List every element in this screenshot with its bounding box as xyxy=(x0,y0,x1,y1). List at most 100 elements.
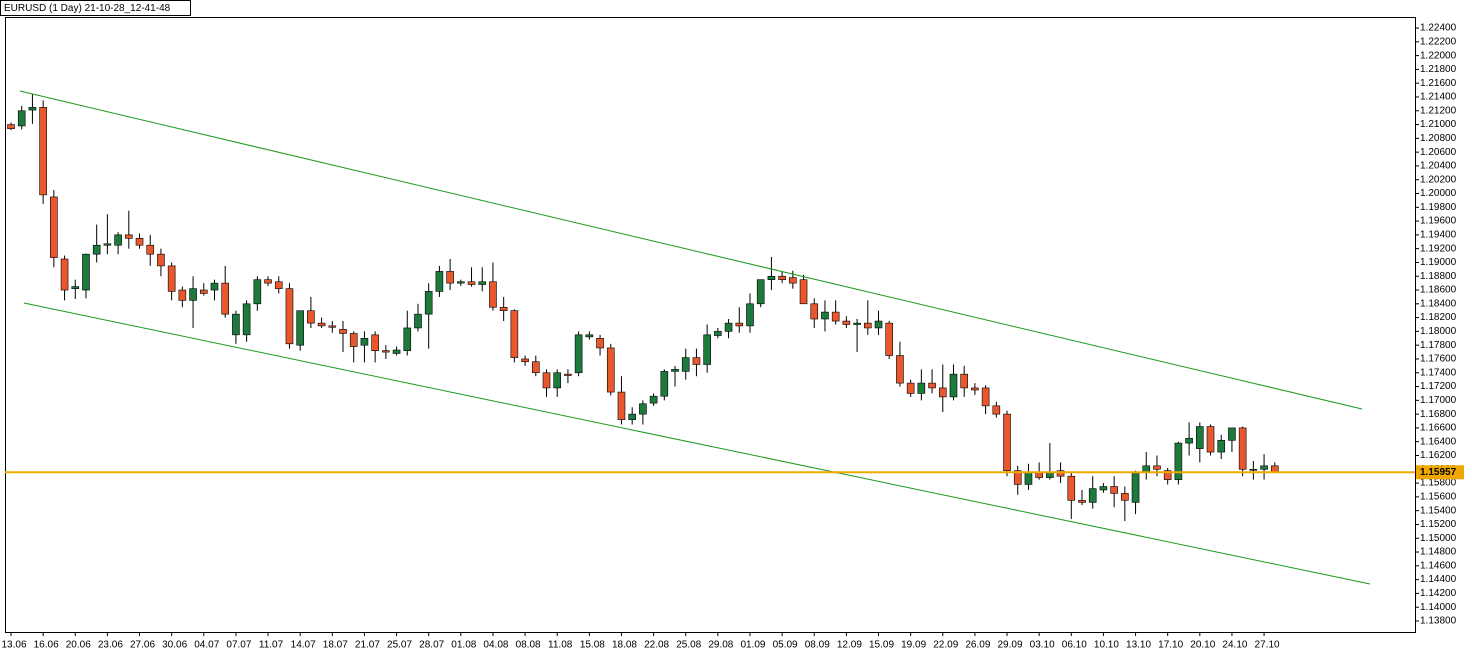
y-tick-label: 1.18200 xyxy=(1420,312,1457,323)
y-tick-label: 1.18600 xyxy=(1420,285,1457,296)
y-tick-label: 1.17000 xyxy=(1420,395,1457,406)
x-tick-label: 20.10 xyxy=(1190,640,1215,651)
candle-body xyxy=(938,387,947,398)
candle-body xyxy=(253,279,262,305)
candle-body xyxy=(210,282,219,291)
x-tick-label: 22.09 xyxy=(933,640,958,651)
candle-body xyxy=(17,110,26,127)
y-tick-label: 1.19000 xyxy=(1420,257,1457,268)
candle-body xyxy=(403,327,412,351)
x-tick-label: 22.08 xyxy=(644,640,669,651)
candle-body xyxy=(1238,427,1247,470)
candle-body xyxy=(606,347,615,393)
y-tick-label: 1.20200 xyxy=(1420,174,1457,185)
x-tick-label: 03.10 xyxy=(1030,640,1055,651)
candle-body xyxy=(756,279,765,305)
y-tick-label: 1.21600 xyxy=(1420,78,1457,89)
candle-body xyxy=(1110,486,1118,494)
x-tick-label: 08.09 xyxy=(805,640,830,651)
candle-body xyxy=(767,275,776,280)
x-tick-label: 13.06 xyxy=(1,640,26,651)
candle-body xyxy=(596,337,604,349)
candle-body xyxy=(457,281,465,284)
candle-body xyxy=(789,277,797,284)
candle-body xyxy=(510,310,519,358)
candle-body xyxy=(103,243,112,246)
y-tick-label: 1.20400 xyxy=(1420,161,1457,172)
candle-body xyxy=(1131,472,1140,503)
candle-body xyxy=(414,313,422,329)
x-tick-label: 25.07 xyxy=(387,640,412,651)
candle-body xyxy=(349,333,358,347)
y-tick-label: 1.20000 xyxy=(1420,188,1457,199)
x-tick-label: 07.07 xyxy=(226,640,251,651)
candle-body xyxy=(339,329,347,334)
candle-body xyxy=(424,291,433,315)
candle-body xyxy=(628,413,636,420)
candle-body xyxy=(1260,465,1268,470)
x-tick-label: 23.06 xyxy=(98,640,123,651)
candle-body xyxy=(1121,493,1129,501)
y-tick-label: 1.17600 xyxy=(1420,354,1457,365)
candle-body xyxy=(1270,465,1279,473)
candle-body xyxy=(885,322,894,356)
candle-body xyxy=(167,265,176,292)
x-tick-label: 15.09 xyxy=(869,640,894,651)
candle-body xyxy=(810,303,819,320)
y-tick-label: 1.19800 xyxy=(1420,202,1457,213)
y-tick-label: 1.19400 xyxy=(1420,230,1457,241)
candle-body xyxy=(531,361,540,374)
candle-body xyxy=(446,271,454,284)
candle-body xyxy=(906,382,915,394)
candle-body xyxy=(1003,413,1011,471)
plot-frame xyxy=(5,17,1416,633)
candle-body xyxy=(296,310,304,346)
candle-body xyxy=(724,322,733,332)
channel-lower xyxy=(23,302,1371,585)
title-box xyxy=(0,0,191,16)
candle-body xyxy=(971,387,979,391)
channel-upper xyxy=(19,90,1363,410)
x-tick-label: 28.07 xyxy=(419,640,444,651)
candle-body xyxy=(1196,426,1204,449)
candle-body xyxy=(574,334,583,374)
y-tick-label: 1.16400 xyxy=(1420,436,1457,447)
candle-body xyxy=(274,281,283,289)
candle-body xyxy=(114,234,122,246)
candle-body xyxy=(7,124,15,129)
candle-body xyxy=(714,331,722,336)
candle-body xyxy=(842,320,851,325)
y-tick-label: 1.19600 xyxy=(1420,216,1457,227)
candle-body xyxy=(1185,437,1193,444)
candle-body xyxy=(242,303,251,336)
y-tick-label: 1.16800 xyxy=(1420,409,1457,420)
candle-body xyxy=(1153,465,1161,470)
candle-body xyxy=(639,403,647,415)
y-tick-label: 1.20600 xyxy=(1420,147,1457,158)
candle-body xyxy=(649,395,658,404)
candle-body xyxy=(1228,427,1236,441)
candle-body xyxy=(874,320,883,329)
candle-body xyxy=(478,281,487,285)
candle-body xyxy=(821,311,829,320)
candle-body xyxy=(1035,472,1043,478)
x-tick-label: 04.07 xyxy=(194,640,219,651)
x-tick-label: 26.09 xyxy=(965,640,990,651)
x-tick-label: 04.08 xyxy=(483,640,508,651)
candle-body xyxy=(1163,470,1172,480)
candle-body xyxy=(178,289,187,301)
candle-body xyxy=(660,371,669,397)
candle-body xyxy=(1078,500,1086,503)
candle-body xyxy=(1249,468,1258,471)
candle-body xyxy=(50,196,58,258)
chart-title: EURUSD (1 Day) 21-10-28_12-41-48 xyxy=(4,3,171,14)
candle-body xyxy=(382,350,390,353)
x-tick-label: 12.09 xyxy=(837,640,862,651)
candle-body xyxy=(1013,470,1022,485)
x-tick-label: 05.09 xyxy=(773,640,798,651)
y-tick-label: 1.22400 xyxy=(1420,23,1457,34)
candle-body xyxy=(542,372,551,389)
candle-body xyxy=(360,337,369,346)
x-tick-label: 17.10 xyxy=(1158,640,1183,651)
y-tick-label: 1.20800 xyxy=(1420,133,1457,144)
